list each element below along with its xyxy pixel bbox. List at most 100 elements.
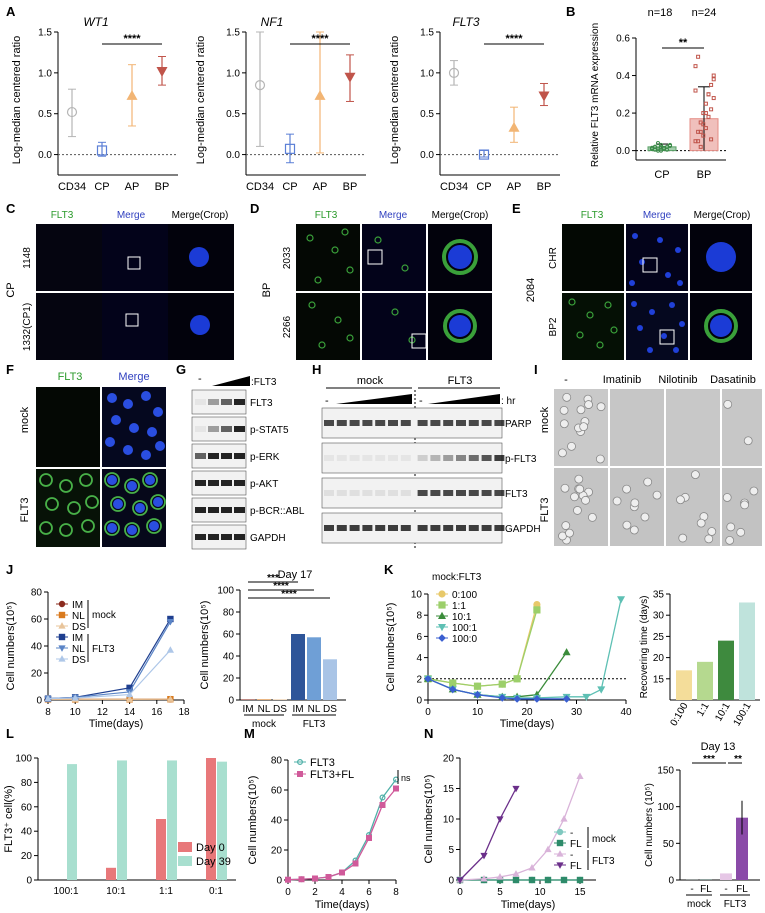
band-label: p-BCR::ABL [250,506,305,517]
y-axis-label: Cell numbers(10⁵) [247,776,259,865]
cell [612,496,622,506]
y-tick-label: 80 [31,588,43,599]
crop-box [642,257,658,273]
blot-band [336,490,347,496]
cell [629,280,635,286]
bar [257,699,271,700]
series-line [459,788,517,881]
data-point [661,146,667,151]
crop-cell [442,239,478,275]
blot-band [430,490,441,496]
cell [574,474,584,484]
cell [562,392,572,402]
blot-band [417,490,428,496]
row-label-2: 2266 [282,315,293,338]
blot-band [208,480,219,486]
x-tick-label: 10 [472,707,484,718]
letter-L: L [6,726,14,741]
y-tick-label: 0.5 [420,109,434,120]
bar [273,699,287,700]
data-point [703,126,708,131]
cell [581,495,590,505]
x-tick-label: FL [736,884,748,895]
sig-label: **** [281,589,297,600]
series-line [287,779,397,881]
blot-band [443,455,454,461]
nucleus [189,247,209,267]
data-point [582,693,591,702]
cell [629,525,639,535]
blot-band [362,525,373,531]
blot-band [430,420,441,426]
legend-label: 100:1 [452,623,477,634]
legend-label: FL [570,839,582,850]
side-label: CP [5,282,17,297]
blot-band [481,455,492,461]
band-label: GAPDH [250,533,286,544]
blot-band [349,455,360,461]
panel-k: 0 2 4 6 8 10 0 10 20 30 40 Time(days) Cell numbers(1… [385,572,760,730]
x-tick-label: 15 [574,887,586,898]
cell [661,333,667,339]
blot-band [195,507,206,513]
blot-band [208,534,219,540]
x-tick-label: CP [94,181,109,193]
y-tick-label: 0 [228,696,234,707]
legend-label: NL [72,611,85,622]
blot-band [208,426,219,432]
data-point [667,142,673,148]
cell [677,280,683,286]
cell [39,473,53,487]
cell [59,479,73,493]
x-tick-label: 8 [45,707,51,718]
image-d-2-1 [296,293,360,360]
cell [306,234,314,242]
data-point [448,685,457,694]
x-tick-label: 4 [339,887,345,898]
bar [307,637,321,700]
group-label-flt3: FLT3 [448,375,473,387]
x-tick-label: AP [507,181,522,193]
y-tick-label: 25 [653,632,665,643]
data-point [366,834,373,841]
blot-band [468,455,479,461]
y-tick-label: 20 [223,674,235,685]
data-point [379,801,386,808]
data-point [533,695,541,703]
y-tick-label: 40 [31,642,43,653]
cell [308,301,316,309]
y-tick-label: 15 [443,784,455,795]
x-tick-label: CD34 [246,181,274,193]
y-tick-label: 60 [31,615,43,626]
cell [153,407,163,417]
y-tick-label: 0.0 [226,150,240,161]
data-point [703,101,708,106]
blot-band [349,420,360,426]
y-tick-label: 1.0 [420,68,434,79]
channel-label-crop: Merge(Crop) [694,210,751,221]
y-tick-label: 1.0 [226,68,240,79]
legend-label: 0:100 [452,590,477,601]
y-tick-label: 80 [271,756,283,767]
series-line [47,649,171,700]
blot-band [362,490,373,496]
chart-title: NF1 [261,15,284,29]
panel-i: - Imatinib Nilotinib Dasatinib mock FLT3 [539,374,762,546]
cell [704,534,714,544]
data-point [480,852,488,860]
legend-group: FLT3 [592,856,615,867]
crop-cell [704,309,738,343]
x-tick-label: 0:100 [669,701,691,729]
data-point [556,862,564,869]
blot-band [324,420,334,426]
y-tick-label: 20 [21,851,33,862]
band-label: p-AKT [250,479,278,490]
cell [39,521,53,535]
cell [79,473,93,487]
data-point [562,695,571,703]
cell [587,512,597,522]
data-point [709,82,714,87]
data-point [538,91,550,102]
cell [595,454,605,464]
y-tick-label: 0.0 [38,150,52,161]
